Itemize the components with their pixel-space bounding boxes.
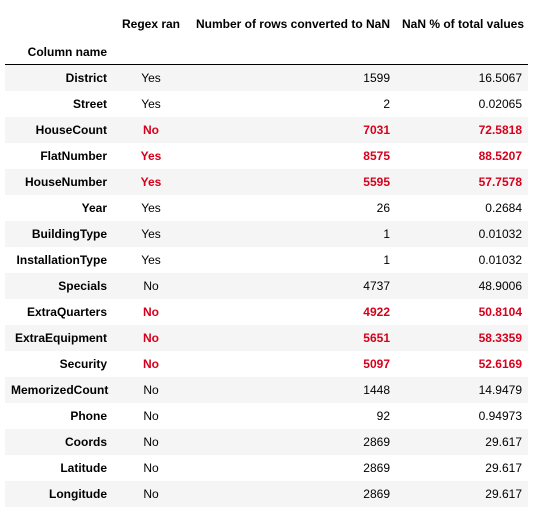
header-corner-blank [5, 8, 113, 40]
cell-nan-percent: 29.617 [485, 486, 522, 501]
row-label-column-name: Longitude [49, 486, 107, 501]
table-row: HouseNumber Yes 5595 57.7578 [5, 168, 528, 195]
table-row: Security No 5097 52.6169 [5, 350, 528, 377]
cell-regex-ran: No [143, 434, 159, 449]
table-row: ExtraQuarters No 4922 50.8104 [5, 298, 528, 325]
row-label-column-name: InstallationType [16, 252, 107, 267]
index-row-blank [113, 40, 189, 65]
table-row: Coords No 2869 29.617 [5, 428, 528, 455]
cell-nan-rows: 1 [383, 252, 390, 267]
cell-nan-rows: 1599 [363, 70, 390, 85]
cell-nan-rows: 26 [376, 200, 390, 215]
row-label-column-name: ExtraEquipment [14, 330, 107, 345]
cell-regex-ran: Yes [141, 200, 161, 215]
row-label-column-name: BuildingType [31, 226, 107, 241]
cell-regex-ran: No [143, 408, 159, 423]
cell-nan-percent: 0.2684 [485, 200, 522, 215]
row-label-column-name: Security [59, 356, 107, 371]
cell-regex-ran: No [143, 330, 159, 345]
table-header: Regex ran Number of rows converted to Na… [5, 8, 528, 65]
cell-regex-ran: No [143, 486, 159, 501]
cell-nan-percent: 72.5818 [478, 122, 522, 137]
table-body: District Yes 1599 16.5067 Street Yes 2 0.02065 H… [5, 64, 528, 507]
table-row: District Yes 1599 16.5067 [5, 64, 528, 91]
table-row: Longitude No 2869 29.617 [5, 480, 528, 507]
cell-nan-percent: 29.617 [485, 434, 522, 449]
cell-regex-ran: Yes [140, 174, 162, 189]
cell-nan-percent: 0.94973 [478, 408, 522, 423]
cell-nan-rows: 92 [376, 408, 390, 423]
cell-nan-percent: 88.5207 [478, 148, 522, 163]
cell-regex-ran: No [143, 460, 159, 475]
cell-nan-percent: 0.01032 [478, 252, 522, 267]
cell-nan-rows: 2869 [363, 460, 390, 475]
row-label-column-name: HouseNumber [24, 174, 107, 189]
cell-nan-rows: 5651 [363, 330, 390, 345]
table-row: Year Yes 26 0.2684 [5, 194, 528, 221]
cell-nan-rows: 2869 [363, 486, 390, 501]
cell-nan-percent: 58.3359 [478, 330, 522, 345]
cell-regex-ran: Yes [141, 252, 161, 267]
row-label-column-name: Year [81, 200, 107, 215]
cell-regex-ran: Yes [141, 70, 161, 85]
table-row: FlatNumber Yes 8575 88.5207 [5, 142, 528, 169]
table-row: Specials No 4737 48.9006 [5, 272, 528, 299]
column-header-nan-percent: NaN % of total values [402, 17, 525, 31]
cell-nan-rows: 1 [383, 226, 390, 241]
cell-nan-percent: 0.01032 [478, 226, 522, 241]
cell-regex-ran: No [143, 304, 159, 319]
row-label-column-name: FlatNumber [40, 148, 107, 163]
row-label-column-name: HouseCount [35, 122, 107, 137]
cell-nan-percent: 48.9006 [478, 278, 522, 293]
cell-nan-percent: 29.617 [485, 460, 522, 475]
row-label-column-name: MemorizedCount [11, 382, 109, 397]
column-header-regex-ran: Regex ran [121, 17, 181, 31]
cell-regex-ran: Yes [141, 226, 161, 241]
cell-nan-percent: 0.02065 [478, 96, 522, 111]
table-row: Street Yes 2 0.02065 [5, 90, 528, 117]
cell-nan-percent: 14.9479 [478, 382, 522, 397]
table-row: ExtraEquipment No 5651 58.3359 [5, 324, 528, 351]
nan-summary-table: Regex ran Number of rows converted to Na… [5, 8, 528, 507]
cell-regex-ran: No [143, 382, 159, 397]
row-label-column-name: Coords [65, 434, 107, 449]
table-row: HouseCount No 7031 72.5818 [5, 116, 528, 143]
row-label-column-name: Specials [58, 278, 107, 293]
row-label-column-name: District [65, 70, 107, 85]
table-row: MemorizedCount No 1448 14.9479 [5, 376, 528, 403]
cell-regex-ran: No [143, 356, 159, 371]
table-row: InstallationType Yes 1 0.01032 [5, 246, 528, 273]
cell-nan-percent: 57.7578 [478, 174, 522, 189]
index-row-blank [189, 40, 396, 65]
cell-nan-rows: 1448 [363, 382, 390, 397]
cell-nan-rows: 5097 [363, 356, 390, 371]
table-row: Phone No 92 0.94973 [5, 402, 528, 429]
index-name-label: Column name [5, 40, 113, 65]
cell-nan-rows: 2 [383, 96, 390, 111]
cell-nan-rows: 4922 [363, 304, 390, 319]
cell-nan-percent: 16.5067 [478, 70, 522, 85]
index-name-row: Column name [5, 40, 528, 65]
table-row: BuildingType Yes 1 0.01032 [5, 220, 528, 247]
row-label-column-name: Latitude [60, 460, 107, 475]
cell-regex-ran: Yes [141, 96, 161, 111]
cell-nan-rows: 8575 [363, 148, 390, 163]
column-header-nan-rows: Number of rows converted to NaN [195, 17, 390, 31]
row-label-column-name: ExtraQuarters [26, 304, 107, 319]
cell-nan-rows: 2869 [363, 434, 390, 449]
cell-regex-ran: Yes [140, 148, 162, 163]
index-row-blank [396, 40, 528, 65]
cell-nan-rows: 5595 [363, 174, 390, 189]
row-label-column-name: Street [72, 96, 107, 111]
cell-regex-ran: No [143, 122, 159, 137]
cell-nan-percent: 52.6169 [478, 356, 522, 371]
table-row: Latitude No 2869 29.617 [5, 454, 528, 481]
cell-regex-ran: No [143, 278, 159, 293]
row-label-column-name: Phone [70, 408, 107, 423]
cell-nan-percent: 50.8104 [478, 304, 522, 319]
cell-nan-rows: 7031 [363, 122, 390, 137]
cell-nan-rows: 4737 [363, 278, 390, 293]
column-header-row: Regex ran Number of rows converted to Na… [5, 8, 528, 40]
